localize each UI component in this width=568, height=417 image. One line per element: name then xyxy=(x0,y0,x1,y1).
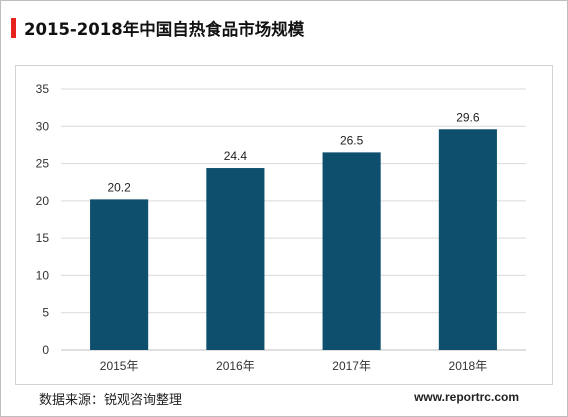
bars xyxy=(90,129,497,350)
website-url[interactable]: www.reportrc.com xyxy=(414,390,519,404)
y-tick-label: 25 xyxy=(36,157,50,171)
bar xyxy=(206,168,265,350)
bar-value-label: 26.5 xyxy=(340,133,364,147)
x-tick-label: 2017年 xyxy=(332,359,371,373)
title-accent-bar xyxy=(11,18,16,38)
y-tick-label: 0 xyxy=(42,343,49,357)
y-tick-label: 10 xyxy=(36,268,50,282)
x-tick-label: 2015年 xyxy=(100,359,139,373)
x-tick-label: 2016年 xyxy=(216,359,255,373)
bar-value-label: 20.2 xyxy=(107,180,131,194)
x-tick-label: 2018年 xyxy=(449,359,488,373)
bar-value-label: 24.4 xyxy=(224,149,248,163)
y-tick-label: 15 xyxy=(36,231,50,245)
y-tick-label: 30 xyxy=(36,119,50,133)
bar xyxy=(438,129,497,350)
data-source: 数据来源：锐观咨询整理 xyxy=(39,393,183,408)
y-tick-label: 5 xyxy=(42,306,49,320)
y-tick-label: 35 xyxy=(36,82,50,96)
bar xyxy=(322,152,381,350)
bar xyxy=(90,199,149,350)
data-labels: 20.2 24.4 26.5 29.6 xyxy=(107,110,479,194)
x-tick-labels: 2015年 2016年 2017年 2018年 xyxy=(100,359,487,373)
y-tick-label: 20 xyxy=(36,194,50,208)
bar-value-label: 29.6 xyxy=(456,110,480,124)
chart-title: 2015-2018年中国自热食品市场规模 xyxy=(24,20,305,39)
y-tick-labels: 0 5 10 15 20 25 30 35 xyxy=(36,82,50,357)
